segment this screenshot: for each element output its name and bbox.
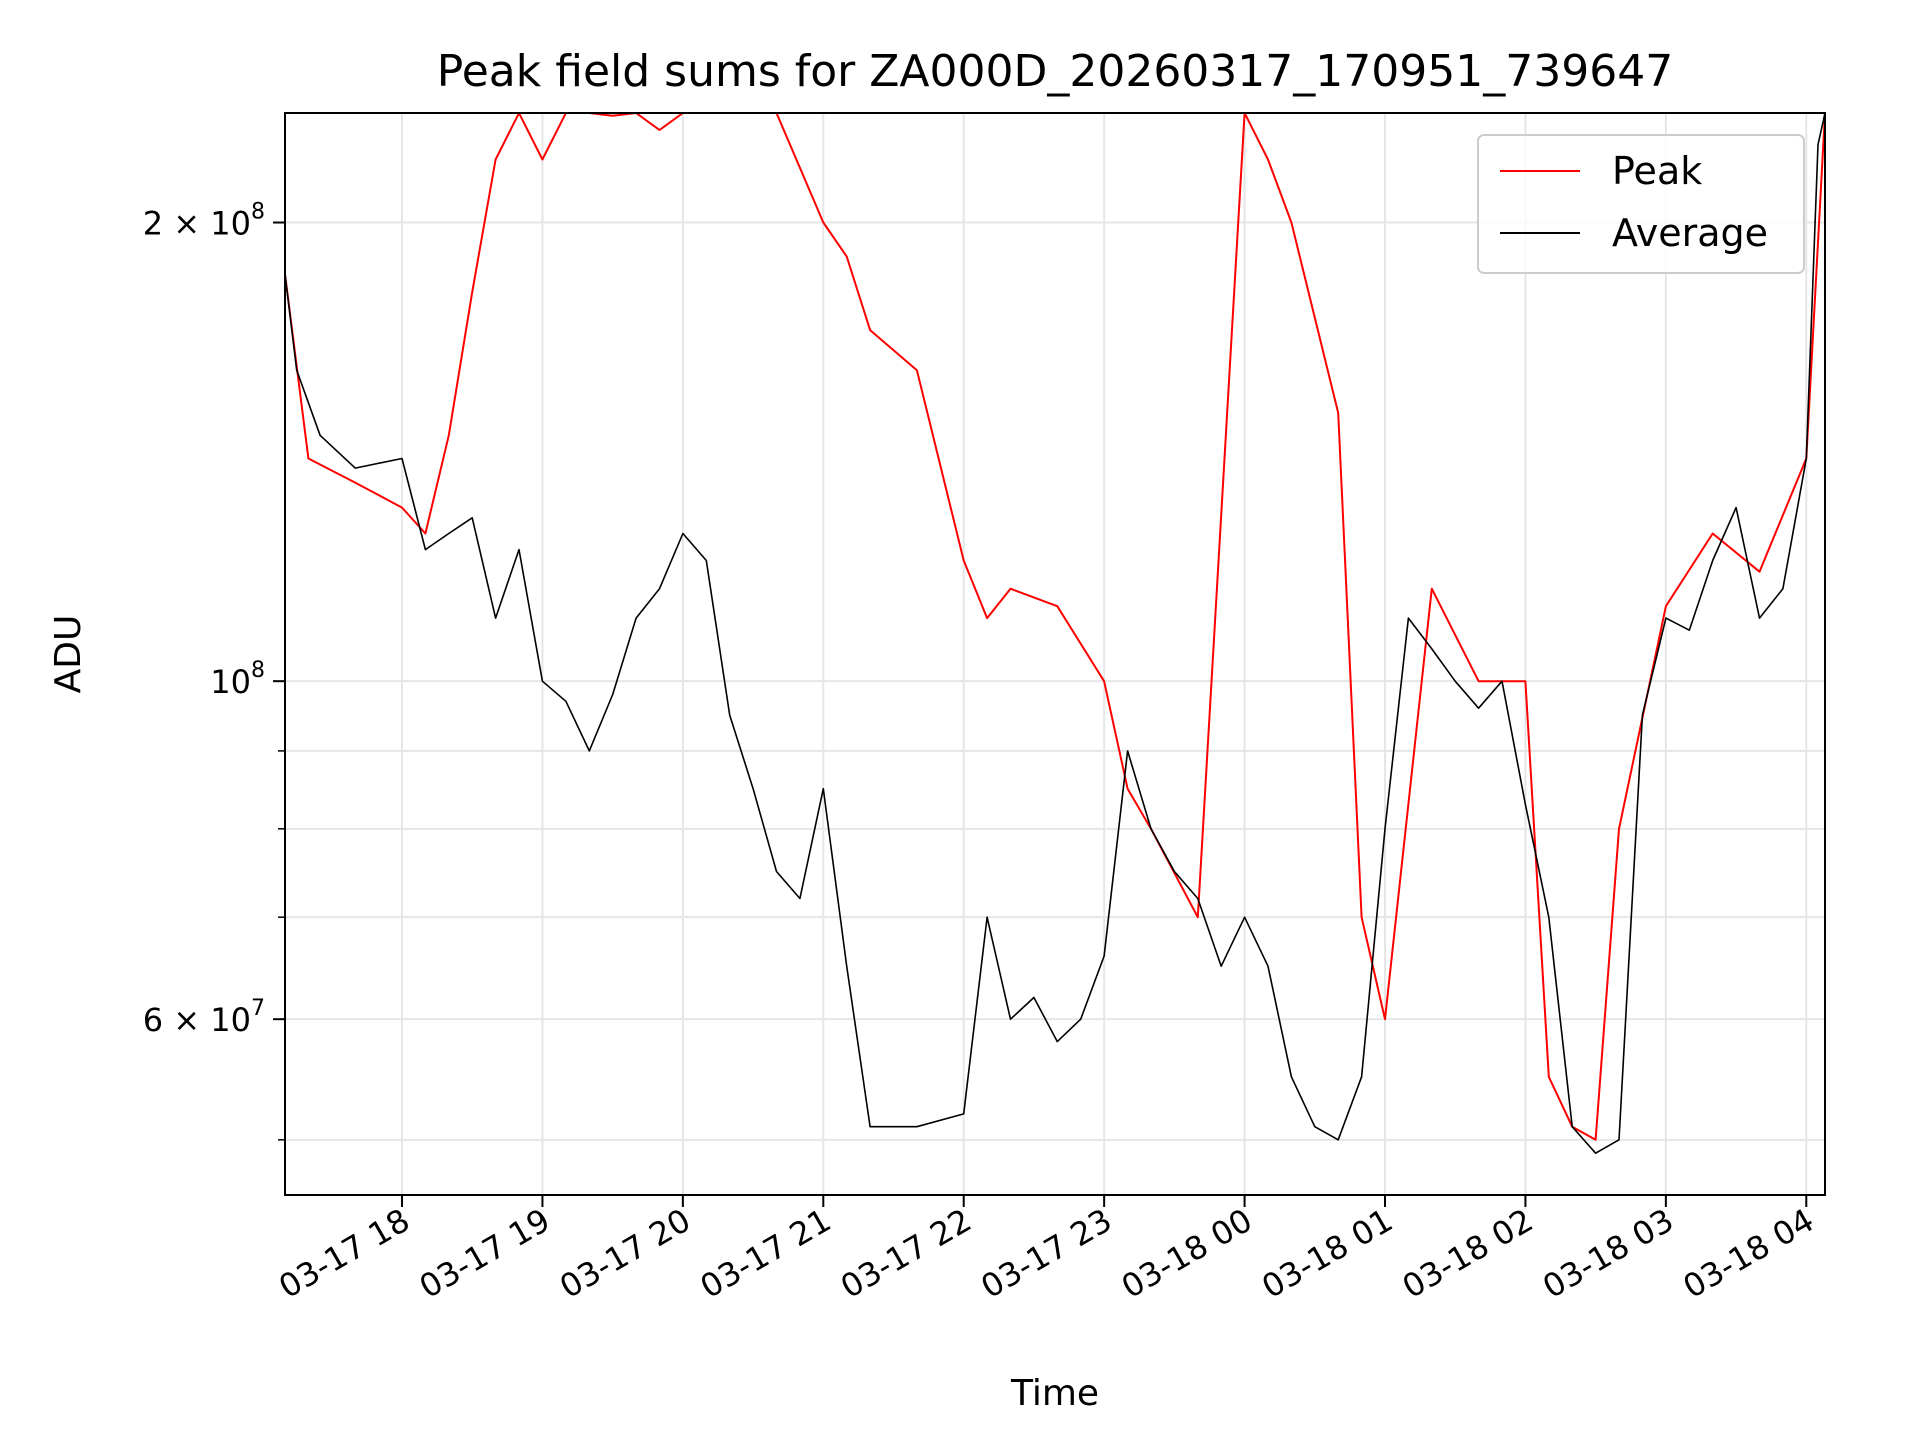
x-axis-label: Time (1010, 1373, 1099, 1414)
chart-title: Peak field sums for ZA000D_20260317_1709… (437, 46, 1673, 97)
y-axis-label: ADU (48, 615, 89, 694)
series-line-average (285, 113, 1825, 1154)
series-line-peak (285, 113, 1825, 1141)
y-tick-label: 2 × 108 (143, 200, 265, 243)
legend-box (1477, 134, 1805, 274)
series-layer (285, 113, 1825, 1154)
plot-area-frame (284, 112, 1826, 1196)
legend-label-peak: Peak (1612, 149, 1702, 193)
y-tick-label: 6 × 107 (143, 996, 265, 1039)
y-tick-label: 108 (210, 658, 265, 701)
legend-label-average: Average (1612, 211, 1768, 255)
y-axis: 6 × 107 108 2 × 108 (143, 200, 285, 1141)
legend: Peak Average (1477, 134, 1805, 274)
grid-lines (285, 113, 1825, 1195)
